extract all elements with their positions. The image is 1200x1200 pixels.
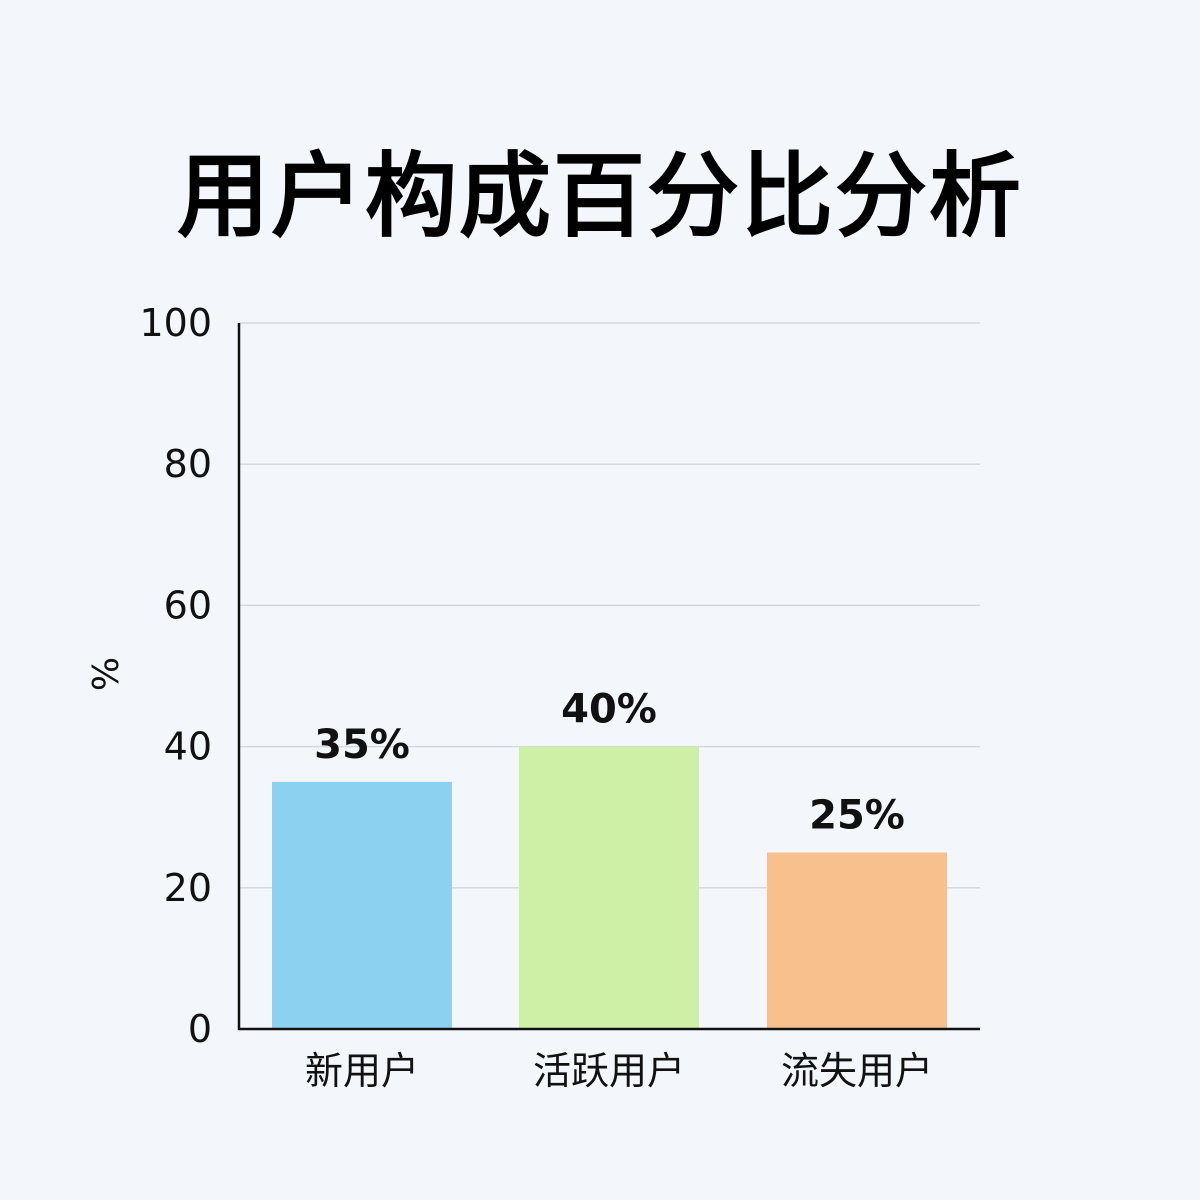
x-tick-label: 新用户 [305,1049,419,1093]
y-tick-label: 60 [164,583,212,627]
bar-1 [272,781,452,1029]
y-tick-label: 40 [164,725,212,769]
y-axis-label: % [86,657,127,691]
data-label: 25% [809,793,905,839]
y-tick-label: 0 [188,1007,212,1051]
chart-title: 用户构成百分比分析 [176,143,1023,250]
y-tick-label: 20 [164,866,212,910]
bar-2 [519,746,699,1029]
bar-3 [767,852,947,1029]
y-tick-label: 80 [164,442,212,486]
x-tick-label: 活跃用户 [533,1049,685,1093]
x-tick-label: 流失用户 [781,1049,933,1093]
data-label: 40% [561,687,657,733]
y-tick-label: 100 [139,301,212,345]
data-label: 35% [314,722,410,768]
